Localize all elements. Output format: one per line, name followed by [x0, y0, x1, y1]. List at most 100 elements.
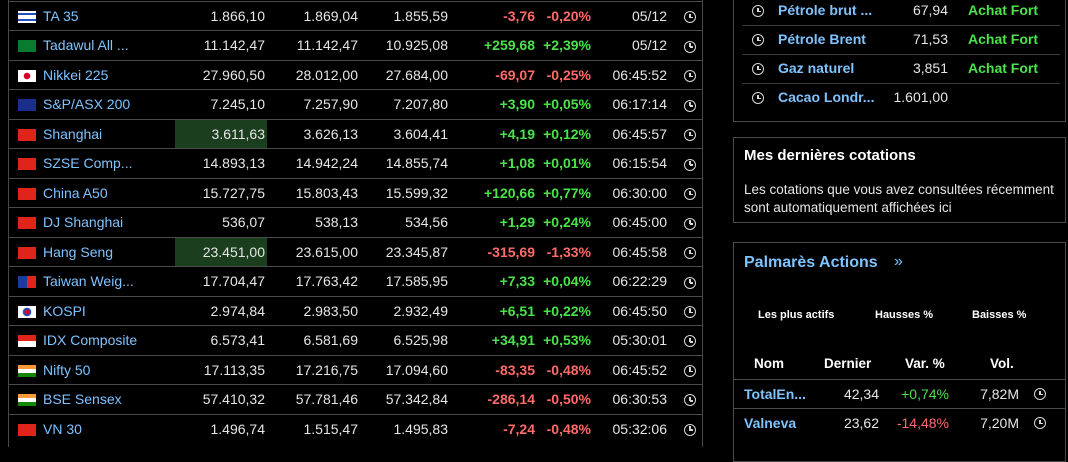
index-change-percent: -0,50%	[546, 391, 591, 408]
index-name[interactable]: TA 35	[43, 8, 79, 24]
clock-icon	[684, 99, 696, 112]
index-row[interactable]: Shanghai 3.611,63 3.626,13 3.604,41 +4,19 +0,…	[8, 118, 703, 148]
index-name[interactable]: Nifty 50	[43, 361, 91, 378]
commodity-row[interactable]: Pétrole brut ... 67,94 Achat Fort	[734, 0, 1065, 25]
index-change: +7,33	[499, 273, 535, 290]
index-last: 1.496,74	[210, 420, 266, 437]
index-time-cell	[684, 149, 700, 177]
index-name[interactable]: S&P/ASX 200	[43, 96, 131, 113]
commodity-name[interactable]: Pétrole Brent	[778, 31, 866, 47]
index-last: 14.893,13	[202, 155, 265, 172]
index-row[interactable]: TA 35 1.866,10 1.869,04 1.855,59 -3,76 -0,20%…	[8, 1, 703, 30]
commodity-name[interactable]: Gaz naturel	[778, 60, 855, 76]
commodity-name[interactable]: Pétrole brut ...	[778, 2, 873, 18]
index-name[interactable]: BSE Sensex	[43, 391, 122, 408]
index-change-percent: +0,24%	[543, 214, 591, 231]
index-row[interactable]: Tadawul All ... 11.142,47 11.142,47 10.925,…	[8, 30, 703, 59]
index-change: +1,08	[499, 155, 535, 172]
index-row[interactable]: VN 30 1.496,74 1.515,47 1.495,83 -7,24 -0,48%…	[8, 413, 703, 443]
stock-last: 23,62	[843, 415, 879, 431]
index-change: -286,14	[487, 391, 535, 408]
stock-name[interactable]: TotalEn...	[744, 386, 806, 402]
index-name[interactable]: China A50	[43, 184, 108, 201]
stock-row[interactable]: Valneva 23,62 -14,48% 7,20M	[734, 408, 1065, 437]
index-row[interactable]: SZSE Comp... 14.893,13 14.942,24 14.855,74 +…	[8, 148, 703, 177]
index-high: 17.763,42	[295, 273, 358, 290]
clock-icon	[684, 40, 696, 53]
index-name[interactable]: IDX Composite	[43, 332, 138, 349]
index-row[interactable]: Taiwan Weig... 17.704,47 17.763,42 17.585,9…	[8, 266, 703, 295]
stock-name[interactable]: Valneva	[744, 415, 797, 431]
clock-icon	[752, 63, 764, 75]
commodity-value: 71,53	[912, 31, 948, 47]
index-change-percent: -0,20%	[546, 8, 591, 24]
index-high: 17.216,75	[295, 361, 358, 378]
index-row[interactable]: China A50 15.727,75 15.803,43 15.599,32 +120…	[8, 177, 703, 207]
clock-icon	[752, 92, 764, 104]
tab-gainers[interactable]: Hausses %	[875, 309, 934, 321]
index-time: 06:22:29	[612, 273, 668, 290]
commodity-row[interactable]: Pétrole Brent 71,53 Achat Fort	[734, 25, 1065, 54]
index-low: 1.495,83	[393, 420, 449, 437]
index-change-percent: +0,77%	[543, 184, 591, 201]
commodity-signal: Achat Fort	[968, 31, 1038, 47]
index-change-percent: -0,48%	[546, 420, 591, 437]
index-row[interactable]: Hang Seng 23.451,00 23.615,00 23.345,87 -315…	[8, 236, 703, 266]
last-price-highlight	[175, 237, 267, 266]
index-high: 23.615,00	[295, 243, 358, 260]
index-last: 17.704,47	[202, 273, 265, 290]
index-high: 14.942,24	[295, 155, 358, 172]
index-name[interactable]: Nikkei 225	[43, 66, 109, 83]
index-low: 17.094,60	[385, 361, 448, 378]
top-stocks-title[interactable]: Palmarès Actions	[744, 254, 878, 271]
index-last: 6.573,41	[210, 332, 266, 349]
clock-icon	[684, 11, 696, 24]
index-row[interactable]: BSE Sensex 57.410,32 57.781,46 57.342,84 -28…	[8, 384, 703, 413]
index-low: 17.585,95	[385, 273, 448, 290]
tab-losers[interactable]: Baisses %	[972, 309, 1027, 321]
flag-kr-icon	[18, 305, 36, 318]
recent-quotes-title: Mes dernières cotations	[744, 147, 916, 164]
commodity-row[interactable]: Gaz naturel 3,851 Achat Fort	[734, 54, 1065, 83]
index-high: 11.142,47	[296, 37, 358, 54]
recent-quotes-panel: Mes dernières cotations Les cotations qu…	[733, 137, 1066, 223]
flag-hk-icon	[18, 246, 36, 259]
clock-icon	[1034, 388, 1046, 400]
commodity-row[interactable]: Cacao Londr... 1.601,00	[734, 83, 1065, 112]
commodity-name[interactable]: Cacao Londr...	[778, 89, 875, 105]
index-low: 534,56	[405, 214, 448, 231]
index-name[interactable]: VN 30	[43, 420, 82, 437]
clock-icon	[684, 217, 696, 230]
index-row[interactable]: DJ Shanghai 536,07 538,13 534,56 +1,29 +0,24%…	[8, 207, 703, 236]
index-row[interactable]: KOSPI 2.974,84 2.983,50 2.932,49 +6,51 +0,22%…	[8, 295, 703, 325]
index-change-percent: +0,01%	[543, 155, 591, 172]
stock-change-percent: -14,48%	[896, 415, 949, 431]
index-change: +4,19	[499, 125, 535, 142]
stock-row[interactable]: TotalEn... 42,34 +0,74% 7,82M	[734, 379, 1065, 408]
chevron-right-icon[interactable]: »	[894, 253, 903, 270]
tab-most-active[interactable]: Les plus actifs	[758, 309, 835, 321]
index-row[interactable]: S&P/ASX 200 7.245,10 7.257,90 7.207,80 +3,90…	[8, 89, 703, 118]
index-name[interactable]: DJ Shanghai	[43, 214, 124, 231]
index-name[interactable]: Taiwan Weig...	[43, 273, 134, 290]
index-change: -7,24	[503, 420, 535, 437]
recent-quotes-description: Les cotations que vous avez consultées r…	[744, 182, 1054, 215]
index-name[interactable]: Hang Seng	[43, 243, 114, 260]
flag-vn-icon	[18, 423, 36, 436]
index-high: 1.515,47	[303, 420, 359, 437]
index-row[interactable]: Nikkei 225 27.960,50 28.012,00 27.684,00 -69…	[8, 59, 703, 89]
index-change-percent: +0,53%	[543, 332, 591, 349]
index-row[interactable]: Nifty 50 17.113,35 17.216,75 17.094,60 -83,3…	[8, 354, 703, 384]
index-name[interactable]: SZSE Comp...	[43, 155, 133, 172]
index-row[interactable]: IDX Composite 6.573,41 6.581,69 6.525,98 +34…	[8, 325, 703, 354]
index-high: 57.781,46	[295, 391, 358, 408]
index-name[interactable]: Shanghai	[43, 125, 103, 142]
indices-table: TA 35 1.866,10 1.869,04 1.855,59 -3,76 -0,20%…	[8, 0, 703, 447]
index-time-cell	[684, 90, 700, 118]
index-name[interactable]: Tadawul All ...	[43, 37, 129, 54]
index-name[interactable]: KOSPI	[43, 302, 86, 319]
stock-volume: 7,20M	[980, 415, 1019, 431]
index-time: 06:45:50	[612, 302, 668, 319]
clock-icon	[684, 364, 696, 377]
index-change: +3,90	[499, 96, 535, 113]
